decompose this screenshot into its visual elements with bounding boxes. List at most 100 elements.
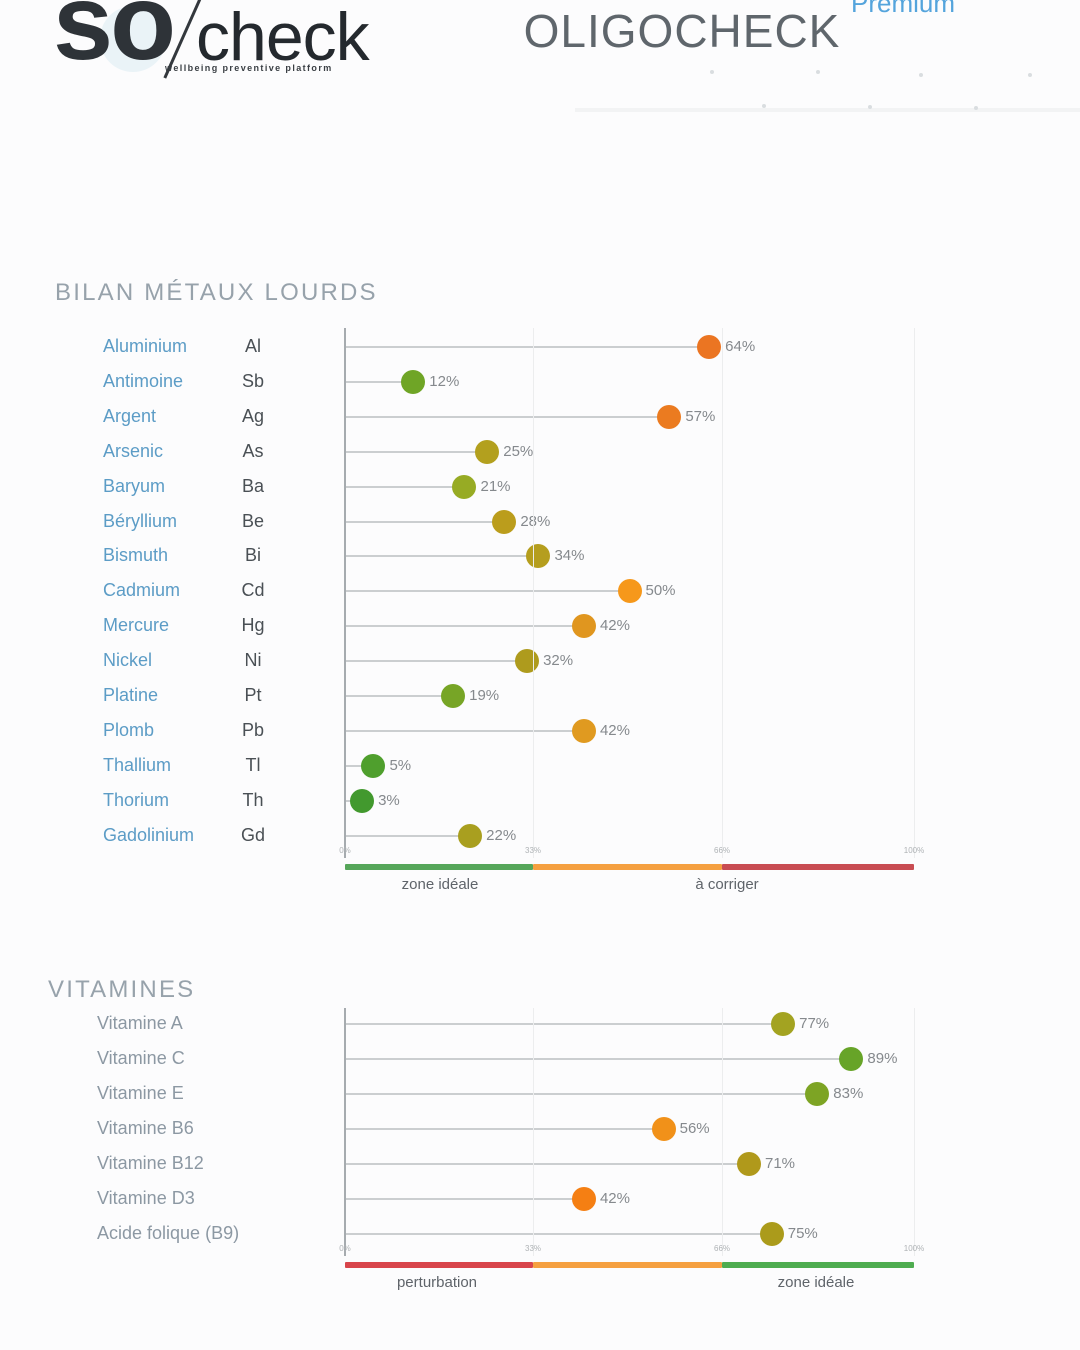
value-dot xyxy=(771,1012,796,1036)
stem-line xyxy=(345,555,539,558)
row-name: Vitamine A xyxy=(97,1013,183,1033)
stem-line xyxy=(345,1023,784,1025)
value-dot xyxy=(350,788,375,813)
logo-tagline: wellbeing preventive platform xyxy=(165,63,333,73)
socheck-logo: so xyxy=(53,0,176,82)
element-symbol: Cd xyxy=(241,580,265,601)
value-dot xyxy=(651,1117,676,1141)
value-label: 42% xyxy=(599,617,630,635)
value-dot xyxy=(657,404,682,429)
decor-dot xyxy=(919,73,923,77)
row-name: Mercure xyxy=(103,615,170,636)
value-label: 57% xyxy=(685,407,716,425)
value-label: 64% xyxy=(725,338,756,355)
stem-line xyxy=(345,729,584,732)
axis-tick-label: 33% xyxy=(524,846,542,855)
value-dot xyxy=(736,1152,761,1176)
row-name: Baryum xyxy=(103,475,166,496)
stem-line xyxy=(345,625,584,628)
row-name: Plomb xyxy=(103,719,155,740)
value-dot xyxy=(759,1222,784,1246)
stem-line xyxy=(345,380,414,383)
stem-line xyxy=(345,834,471,837)
value-label: 77% xyxy=(799,1015,830,1032)
row-name: Thorium xyxy=(103,789,170,810)
zone-label: perturbation xyxy=(396,1274,478,1291)
axis-tick-label: 66% xyxy=(713,1244,731,1253)
axis-tick-label: 33% xyxy=(524,1244,542,1253)
stem-line xyxy=(345,695,454,697)
value-label: 42% xyxy=(599,721,630,739)
stem-line xyxy=(345,1093,818,1095)
value-label: 19% xyxy=(469,687,500,704)
axis-zone-bar xyxy=(345,1262,533,1268)
value-label: 83% xyxy=(833,1085,864,1102)
element-symbol: Ag xyxy=(241,405,265,426)
y-axis-line xyxy=(344,328,346,858)
row-name: Gadolinium xyxy=(103,824,195,845)
value-label: 28% xyxy=(520,512,551,530)
value-label: 71% xyxy=(764,1155,796,1172)
value-label: 22% xyxy=(486,826,517,844)
element-symbol: Ni xyxy=(244,650,262,671)
value-label: 25% xyxy=(503,442,534,460)
value-label: 5% xyxy=(389,756,412,774)
zone-label: zone idéale xyxy=(401,876,479,893)
row-name: Thallium xyxy=(103,754,172,775)
element-symbol: Gd xyxy=(240,824,265,845)
gridline xyxy=(533,1008,534,1256)
element-symbol: Pb xyxy=(241,719,265,740)
value-label: 50% xyxy=(645,582,676,600)
header-divider xyxy=(575,108,1080,112)
vitamins-section-heading: VITAMINES xyxy=(48,976,196,1003)
element-symbol: Sb xyxy=(241,370,265,391)
value-dot xyxy=(441,684,466,708)
logo-hex-pattern xyxy=(100,6,166,72)
decor-dot xyxy=(1028,73,1032,77)
axis-zone-bar xyxy=(722,1262,914,1268)
row-name: Arsenic xyxy=(103,440,164,461)
row-name: Vitamine B6 xyxy=(97,1118,194,1138)
element-symbol: Pt xyxy=(244,685,262,705)
element-symbol: Bi xyxy=(244,545,261,566)
row-name: Vitamine D3 xyxy=(97,1188,195,1208)
decor-dot xyxy=(816,70,820,74)
value-dot xyxy=(571,718,596,743)
metals-section-heading: BILAN MÉTAUX LOURDS xyxy=(55,279,378,306)
stem-line xyxy=(345,485,465,488)
socheck-logo-check: check xyxy=(196,0,370,75)
axis-zone-bar xyxy=(533,864,722,870)
stem-line xyxy=(345,1128,664,1130)
axis-zone-bar xyxy=(722,864,914,870)
premium-badge: Premium xyxy=(851,0,956,18)
element-symbol: Hg xyxy=(241,615,265,636)
value-label: 42% xyxy=(599,1190,630,1207)
gridline xyxy=(914,1008,915,1256)
stem-line xyxy=(345,450,488,453)
row-name: Vitamine B12 xyxy=(97,1153,204,1173)
value-label: 89% xyxy=(867,1050,898,1067)
y-axis-line xyxy=(344,1008,346,1256)
value-dot xyxy=(475,439,500,464)
row-name: Béryllium xyxy=(103,510,178,531)
value-dot xyxy=(452,474,477,499)
value-dot xyxy=(401,369,426,394)
zone-label: zone idéale xyxy=(777,1274,855,1291)
page-title: OLIGOCHECK xyxy=(523,5,841,57)
element-symbol: Ba xyxy=(241,475,265,496)
decor-dot xyxy=(868,105,872,109)
value-dot xyxy=(458,823,483,848)
axis-tick-label: 0% xyxy=(339,846,351,855)
axis-tick-label: 100% xyxy=(903,846,925,855)
value-dot xyxy=(697,335,722,359)
value-dot xyxy=(805,1082,830,1106)
value-label: 75% xyxy=(787,1225,818,1242)
element-symbol: As xyxy=(242,440,264,461)
stem-line xyxy=(345,764,374,767)
stem-line xyxy=(345,1198,584,1200)
stem-line xyxy=(345,1233,772,1235)
value-dot xyxy=(526,544,551,569)
value-label: 21% xyxy=(480,477,511,495)
row-name: Vitamine E xyxy=(97,1083,184,1103)
gridline xyxy=(722,1008,723,1256)
